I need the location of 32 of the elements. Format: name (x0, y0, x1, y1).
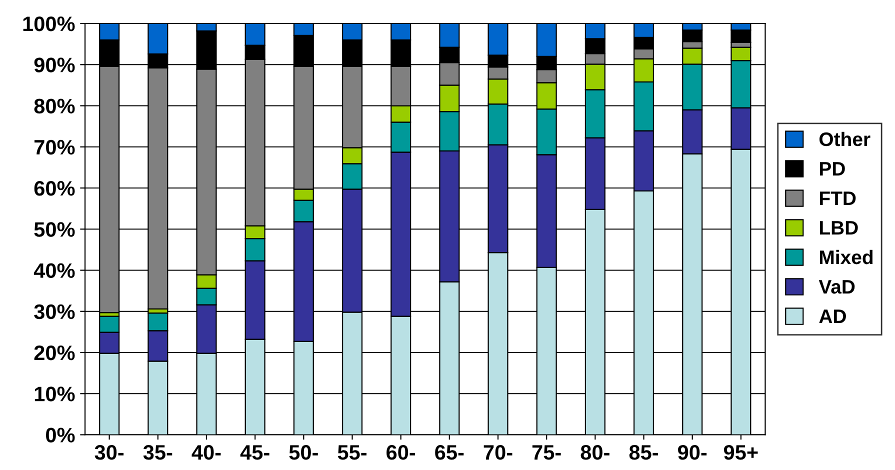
y-tick-label: 60% (34, 181, 75, 196)
x-tick-label: 30- (94, 445, 124, 460)
x-tick-label: 95+ (724, 445, 758, 460)
x-tick-label: 75- (532, 445, 561, 460)
legend-label: FTD (820, 192, 856, 205)
legend-label: Mixed (820, 250, 873, 264)
y-tick-label: 50% (34, 222, 75, 237)
legend-label: PD (820, 162, 845, 176)
x-tick-label: 35- (143, 445, 172, 460)
x-tick-label: 55- (338, 445, 366, 460)
x-tick-label: 45- (240, 445, 270, 460)
y-tick-label: 0% (46, 428, 75, 443)
y-tick-label: 90% (34, 58, 75, 72)
x-tick-label: 70- (484, 445, 512, 460)
y-tick-label: 80% (34, 98, 75, 114)
legend-label: AD (819, 310, 846, 324)
y-tick-label: 10% (34, 386, 75, 402)
y-tick-label: 40% (34, 263, 75, 278)
y-tick-label: 70% (34, 140, 75, 155)
x-tick-label: 90- (678, 445, 707, 460)
legend-label: VaD (818, 280, 855, 294)
x-tick-label: 85- (629, 445, 658, 460)
legend-label: LBD (820, 221, 858, 234)
y-tick-label: 100% (23, 16, 75, 32)
x-tick-label: 60- (386, 445, 416, 460)
legend-label: Other (819, 132, 870, 146)
y-tick-label: 30% (34, 304, 75, 320)
x-tick-label: 50- (289, 445, 318, 460)
y-tick-label: 20% (34, 346, 75, 360)
x-tick-label: 80- (580, 445, 610, 460)
x-tick-label: 65- (435, 445, 464, 460)
x-tick-label: 40- (192, 445, 221, 460)
